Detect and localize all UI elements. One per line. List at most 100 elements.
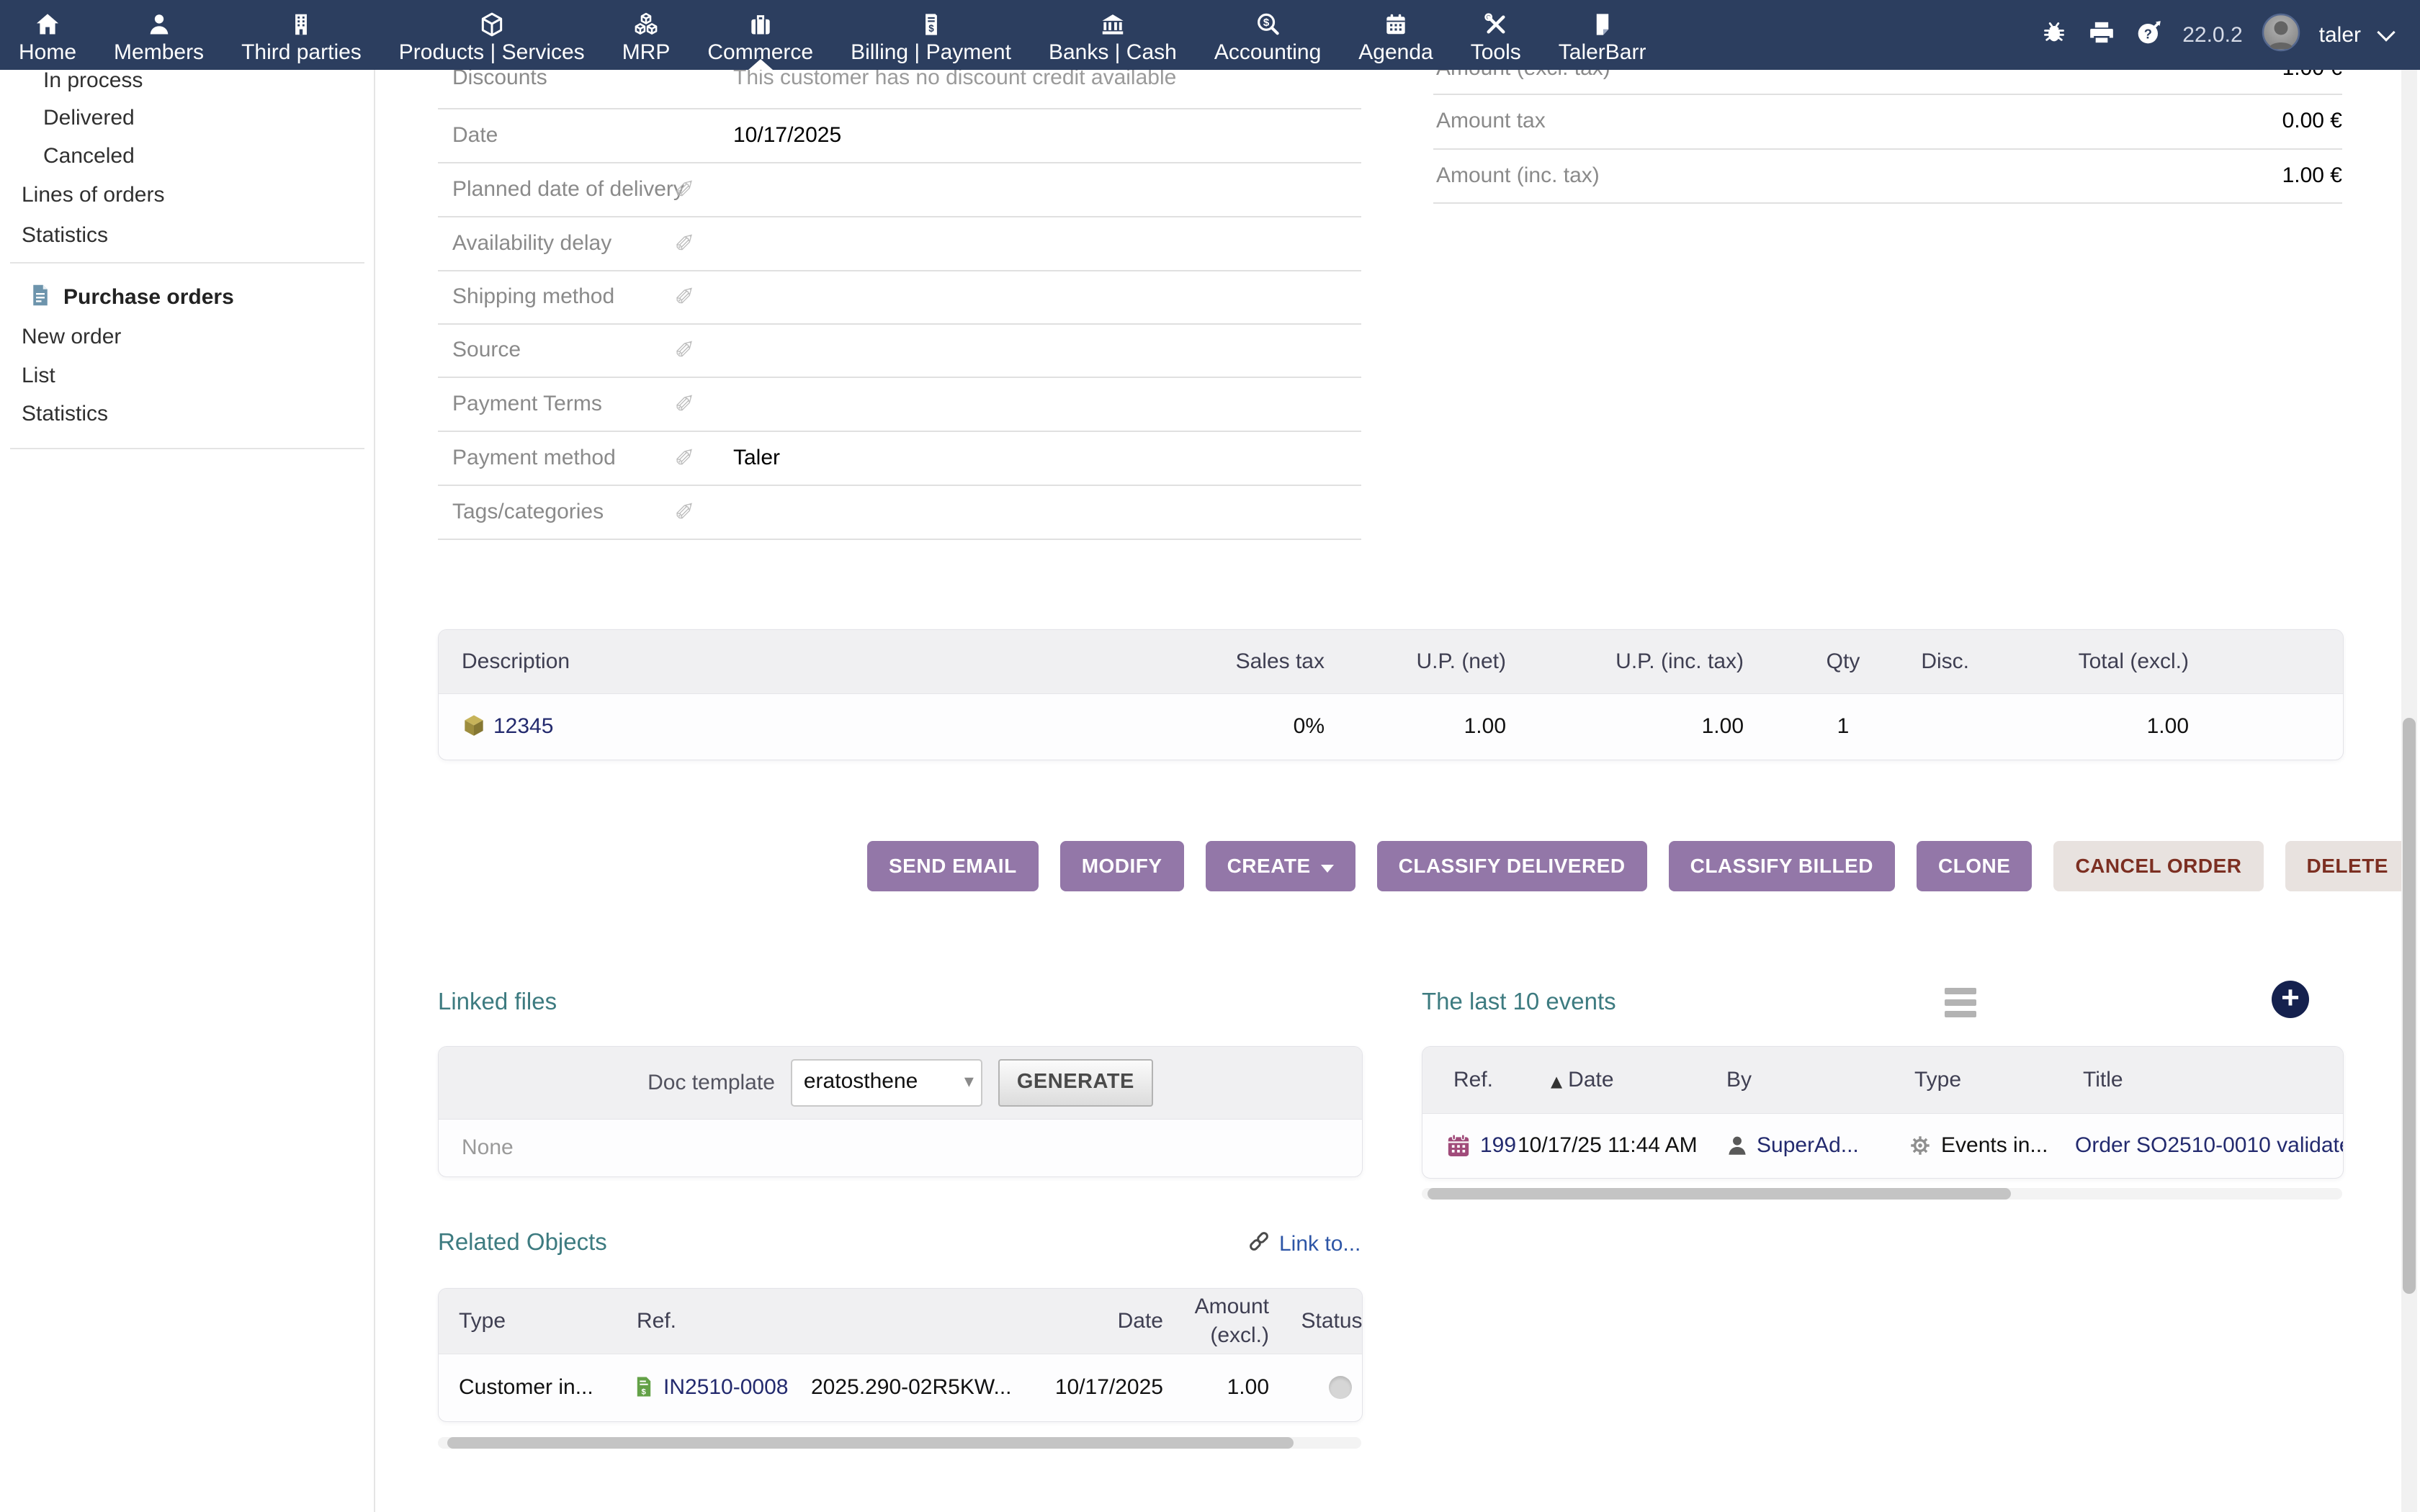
events-horizontal-scrollbar[interactable] (1422, 1188, 2342, 1200)
col-disc: Disc. (1921, 649, 1969, 673)
form-label: Planned date of delivery (452, 176, 684, 201)
classify-billed-button[interactable]: CLASSIFY BILLED (1668, 841, 1895, 891)
version-label: 22.0.2 (2182, 22, 2243, 47)
related-type: Customer in... (459, 1375, 593, 1399)
event-title-link[interactable]: Order SO2510-0010 validate (2075, 1133, 2343, 1157)
doc-template-select[interactable]: eratosthene ▾ (790, 1059, 982, 1107)
related-objects-title: Related Objects (438, 1228, 607, 1255)
user-menu-chevron-icon[interactable] (2377, 22, 2396, 42)
bill-icon: $ (918, 9, 945, 40)
product-ref-link[interactable]: 12345 (493, 714, 554, 738)
product-cube-icon (460, 712, 488, 745)
col-ref: Ref. (637, 1309, 677, 1333)
form-label: Date (452, 122, 498, 147)
col-up-inc: U.P. (inc. tax) (1615, 649, 1744, 673)
col-date: Date (1117, 1309, 1163, 1333)
nav-item-billing-payment[interactable]: $ Billing | Payment (832, 0, 1030, 70)
edit-icon[interactable]: ✎ (671, 177, 701, 198)
event-type: Events in... (1941, 1133, 2048, 1157)
event-by-link[interactable]: SuperAd... (1757, 1133, 1859, 1157)
svg-text:$: $ (641, 1388, 646, 1397)
sidebar-item-lines-of-orders[interactable]: Lines of orders (22, 183, 165, 207)
list-view-icon[interactable] (1945, 988, 1976, 1017)
nav-item-agenda[interactable]: Agenda (1340, 0, 1451, 70)
nav-item-banks-cash[interactable]: Banks | Cash (1030, 0, 1196, 70)
status-badge (1329, 1376, 1352, 1399)
vertical-scrollbar[interactable] (2401, 70, 2417, 1512)
events-table: Ref. ▲ Date By Type Title 199 10/17/25 11… (1422, 1046, 2344, 1179)
cell-up-net: 1.00 (1464, 714, 1506, 738)
sidebar-item-statistics[interactable]: Statistics (22, 223, 109, 247)
form-row-payment-terms: Payment Terms ✎ (438, 377, 1361, 432)
nav-item-mrp[interactable]: MRP (604, 0, 689, 70)
edit-icon[interactable]: ✎ (671, 284, 701, 306)
username-label[interactable]: taler (2318, 22, 2361, 47)
sidebar-item-canceled[interactable]: Canceled (43, 144, 135, 168)
col-date[interactable]: ▲ Date (1551, 1068, 1614, 1092)
col-status: Status (1301, 1309, 1363, 1333)
edit-icon[interactable]: ✎ (671, 338, 701, 359)
related-row: Customer in... $ IN2510-0008 2025.290-02… (439, 1354, 1362, 1421)
link-to-button[interactable]: Link to... (1246, 1228, 1361, 1260)
related-horizontal-scrollbar[interactable] (438, 1437, 1361, 1449)
nav-item-commerce[interactable]: Commerce (689, 0, 832, 70)
create-dropdown-button[interactable]: CREATE (1205, 841, 1355, 891)
classify-delivered-button[interactable]: CLASSIFY DELIVERED (1376, 841, 1647, 891)
sidebar-item-purchase-statistics[interactable]: Statistics (22, 402, 109, 426)
sidebar-divider (10, 262, 364, 264)
edit-icon[interactable]: ✎ (671, 446, 701, 467)
tools-icon (1482, 9, 1510, 40)
sidebar-item-list[interactable]: List (22, 364, 55, 387)
col-up-net: U.P. (net) (1416, 649, 1507, 673)
sidebar-item-in-process[interactable]: In process (43, 68, 143, 92)
avatar[interactable] (2262, 13, 2300, 58)
link-to-label: Link to... (1279, 1232, 1361, 1256)
modify-button[interactable]: MODIFY (1059, 841, 1184, 891)
totals-row-tax: Amount tax 0.00 € (1433, 94, 2342, 150)
col-type: Type (459, 1309, 506, 1333)
col-title: Title (2083, 1068, 2123, 1092)
nav-item-third-parties[interactable]: Third parties (223, 0, 380, 70)
linked-files-title: Linked files (438, 988, 557, 1014)
nav-item-products-services[interactable]: Products | Services (380, 0, 604, 70)
members-icon (145, 9, 173, 40)
col-description: Description (462, 649, 570, 673)
col-type: Type (1914, 1068, 1962, 1092)
sidebar-section-purchase-orders[interactable]: Purchase orders (63, 285, 234, 309)
home-icon (34, 9, 61, 40)
nav-item-tools[interactable]: Tools (1452, 0, 1540, 70)
add-event-button[interactable]: + (2272, 981, 2309, 1018)
sidebar-item-delivered[interactable]: Delivered (43, 106, 135, 130)
nav-item-accounting[interactable]: $ Accounting (1196, 0, 1340, 70)
nav-item-talerbarr[interactable]: TalerBarr (1540, 0, 1665, 70)
order-lines-header: Description Sales tax U.P. (net) U.P. (i… (439, 630, 2343, 694)
form-row-shipping-method: Shipping method ✎ (438, 270, 1361, 325)
top-navbar: Home Members Third parties Products | Se… (0, 0, 2420, 70)
related-ref-link[interactable]: IN2510-0008 (663, 1375, 789, 1399)
form-label: Payment Terms (452, 391, 602, 415)
help-icon[interactable]: ? (2135, 18, 2164, 53)
delete-button[interactable]: DELETE (2285, 841, 2410, 891)
col-amount: Amount (excl.) (1194, 1295, 1269, 1347)
svg-text:$: $ (1263, 17, 1270, 29)
nav-item-home[interactable]: Home (0, 0, 95, 70)
col-sales-tax: Sales tax (1235, 649, 1325, 673)
send-email-button[interactable]: SEND EMAIL (867, 841, 1039, 891)
edit-icon[interactable]: ✎ (671, 231, 701, 252)
totals-label: Amount (inc. tax) (1436, 163, 1600, 187)
clone-button[interactable]: CLONE (1916, 841, 2033, 891)
related-date: 10/17/2025 (1054, 1375, 1163, 1399)
related-objects-table: Type Ref. Date Amount (excl.) Status Cus… (438, 1288, 1363, 1422)
bug-report-icon[interactable] (2040, 18, 2069, 53)
col-qty: Qty (1826, 649, 1860, 673)
print-icon[interactable] (2087, 18, 2116, 53)
nav-item-members[interactable]: Members (95, 0, 223, 70)
generate-button[interactable]: GENERATE (998, 1059, 1153, 1107)
event-calendar-icon (1444, 1131, 1473, 1166)
form-label: Availability delay (452, 230, 612, 255)
edit-icon[interactable]: ✎ (671, 500, 701, 521)
sidebar-item-new-order[interactable]: New order (22, 325, 122, 348)
event-ref-link[interactable]: 199 (1480, 1133, 1517, 1157)
cancel-order-button[interactable]: CANCEL ORDER (2053, 841, 2264, 891)
edit-icon[interactable]: ✎ (671, 392, 701, 413)
